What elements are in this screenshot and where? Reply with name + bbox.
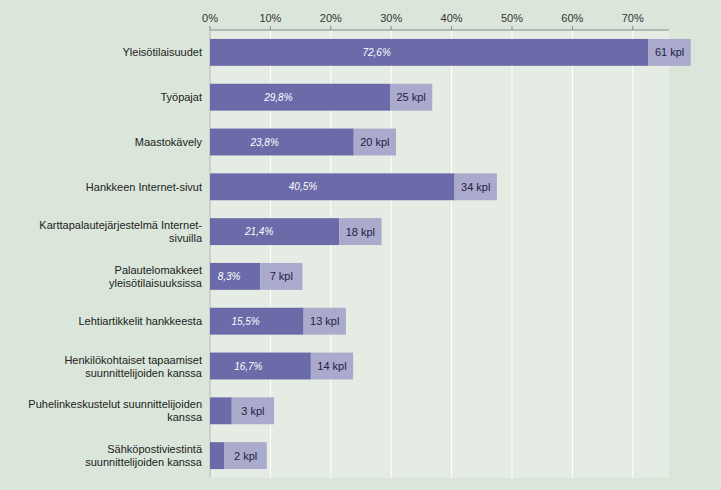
count-box	[455, 173, 497, 200]
bar	[210, 353, 311, 380]
count-label: 25 kpl	[396, 91, 425, 103]
grid-line	[572, 30, 573, 478]
category-label-line: Työpajat	[160, 91, 202, 103]
tick-label: 0%	[202, 12, 218, 24]
data-label: 40,5%	[289, 181, 317, 192]
category-label-line: Puhelinkeskustelut suunnittelijoiden	[28, 398, 202, 410]
category-label-line: suunnittelijoiden kanssa	[85, 367, 203, 379]
category-label: Työpajat	[160, 91, 202, 103]
grid-line	[511, 30, 512, 478]
tick-label: 40%	[441, 12, 463, 24]
count-box	[260, 263, 302, 290]
tick-mark	[451, 26, 452, 30]
data-label: 21,4%	[244, 226, 273, 237]
category-label-line: Lehtiartikkelit hankkeesta	[78, 315, 202, 327]
category-label-line: suunnittelijoiden kanssa	[85, 456, 203, 468]
tick-label: 20%	[320, 12, 342, 24]
bar	[210, 397, 232, 424]
data-label: 72,6%	[362, 47, 390, 58]
count-label: 3 kpl	[241, 405, 264, 417]
count-label: 14 kpl	[317, 360, 346, 372]
category-label-line: Henkilökohtaiset tapaamiset	[64, 354, 202, 366]
bar	[210, 442, 224, 469]
count-label: 13 kpl	[310, 315, 339, 327]
tick-label: 10%	[259, 12, 281, 24]
grid	[210, 30, 633, 478]
category-label-line: Palautelomakkeet	[115, 264, 202, 276]
count-box	[339, 218, 381, 245]
data-label: 15,5%	[231, 316, 259, 327]
count-boxes	[224, 39, 690, 469]
category-label: Maastokävely	[135, 136, 203, 148]
tick-mark	[391, 26, 392, 30]
count-box	[648, 39, 690, 66]
tick-mark	[270, 26, 271, 30]
category-label: Hankkeen Internet-sivut	[86, 181, 202, 193]
category-label-line: Yleisötilaisuudet	[123, 46, 203, 58]
grid-line	[451, 30, 452, 478]
bar	[210, 173, 455, 200]
category-label-line: kanssa	[167, 411, 203, 423]
bar	[210, 39, 648, 66]
tick-label: 50%	[501, 12, 523, 24]
data-label: 8,3%	[218, 271, 241, 282]
tick-mark	[330, 26, 331, 30]
grid-line	[632, 30, 633, 478]
category-label: Puhelinkeskustelut suunnittelijoidenkans…	[28, 398, 203, 423]
count-box	[304, 308, 346, 335]
category-label-line: sivuilla	[169, 232, 203, 244]
count-label: 34 kpl	[461, 181, 490, 193]
count-box	[232, 397, 274, 424]
data-label: 16,7%	[234, 361, 262, 372]
tick-label: 70%	[622, 12, 644, 24]
category-label: Palautelomakkeetyleisötilaisuuksissa	[109, 264, 203, 289]
category-label: Sähköpostiviestintäsuunnittelijoiden kan…	[85, 443, 203, 468]
category-label: Yleisötilaisuudet	[123, 46, 203, 58]
category-label: Henkilökohtaiset tapaamisetsuunnittelijo…	[64, 354, 202, 379]
data-label: 23,8%	[249, 137, 278, 148]
labels: 61 kpl 72,6% 25 kpl 29,8% 20 kpl 23,8% 34 kpl 4…	[218, 46, 685, 461]
category-label-line: Karttapalautejärjestelmä Internet-	[39, 219, 202, 231]
tick-label: 60%	[561, 12, 583, 24]
category-label-line: Sähköpostiviestintä	[107, 443, 203, 455]
category-label: Karttapalautejärjestelmä Internet-sivuil…	[39, 219, 203, 244]
data-label: 29,8%	[263, 92, 292, 103]
bar	[210, 308, 304, 335]
category-label-line: yleisötilaisuuksissa	[109, 277, 203, 289]
bar	[210, 84, 390, 111]
tick-mark	[572, 26, 573, 30]
category-label-line: Maastokävely	[135, 136, 203, 148]
plot-area	[210, 30, 669, 478]
tick-mark	[632, 26, 633, 30]
category-label: Lehtiartikkelit hankkeesta	[78, 315, 202, 327]
count-label: 2 kpl	[234, 450, 257, 462]
tick-mark	[210, 26, 211, 30]
count-label: 61 kpl	[655, 46, 684, 58]
count-label: 18 kpl	[346, 226, 375, 238]
chart: 0% 10% 20% 30% 40% 50% 60% 70% 61 kpl 72,6% 25 kpl…	[0, 0, 721, 490]
bar	[210, 129, 354, 156]
count-box	[354, 129, 396, 156]
count-box	[390, 84, 432, 111]
bar	[210, 263, 260, 290]
bars	[210, 39, 648, 469]
count-box	[311, 353, 353, 380]
tick-mark	[511, 26, 512, 30]
bar	[210, 218, 339, 245]
x-axis-line	[210, 30, 669, 31]
tick-label: 30%	[380, 12, 402, 24]
count-box	[224, 442, 266, 469]
category-label-line: Hankkeen Internet-sivut	[86, 181, 202, 193]
count-label: 7 kpl	[270, 270, 293, 282]
count-label: 20 kpl	[360, 136, 389, 148]
